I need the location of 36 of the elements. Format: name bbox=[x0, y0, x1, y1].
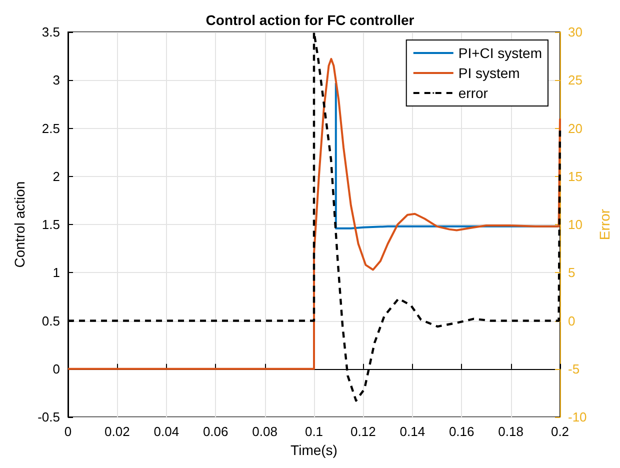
y2-tick-label: -10 bbox=[568, 410, 587, 424]
x-tick-label: 0.12 bbox=[350, 424, 376, 439]
y2-tick-label: -5 bbox=[568, 361, 580, 376]
y-tick-label: 2 bbox=[52, 168, 60, 184]
x-tick-label: 0.2 bbox=[550, 424, 570, 439]
y2-tick-label: 15 bbox=[568, 168, 582, 184]
y2-tick-label: 5 bbox=[568, 265, 576, 280]
y-tick-label: 3 bbox=[52, 72, 60, 88]
y2-tick-label: 20 bbox=[568, 120, 582, 136]
chart-title: Control action for FC controller bbox=[206, 12, 415, 28]
legend-label: PI system bbox=[458, 65, 520, 81]
y2-tick-label: 10 bbox=[568, 217, 582, 232]
x-tick-label: 0.18 bbox=[498, 424, 524, 439]
x-tick-label: 0 bbox=[64, 424, 72, 439]
y2-tick-label: 0 bbox=[568, 313, 576, 328]
x-tick-label: 0.06 bbox=[202, 424, 228, 439]
y-tick-label: 1 bbox=[52, 265, 60, 280]
y-tick-label: 2.5 bbox=[42, 120, 60, 136]
x-axis-title: Time(s) bbox=[290, 442, 338, 458]
legend-label: error bbox=[458, 85, 488, 101]
y-tick-label: 1.5 bbox=[42, 217, 60, 232]
x-tick-label: 0.1 bbox=[304, 424, 324, 439]
x-tick-label: 0.04 bbox=[154, 424, 180, 439]
x-tick-label: 0.02 bbox=[104, 424, 130, 439]
y2-tick-label: 30 bbox=[568, 24, 582, 40]
y-tick-label: 3.5 bbox=[42, 24, 60, 40]
x-tick-label: 0.16 bbox=[448, 424, 474, 439]
y-tick-label: 0 bbox=[52, 361, 60, 376]
legend-label: PI+CI system bbox=[458, 45, 542, 61]
y-tick-label: -0.5 bbox=[38, 410, 60, 424]
y-axis-title: Control action bbox=[12, 181, 28, 268]
y2-tick-label: 25 bbox=[568, 72, 582, 88]
y2-axis-title: Error bbox=[596, 208, 613, 240]
y-tick-label: 0.5 bbox=[42, 313, 60, 328]
x-tick-label: 0.14 bbox=[400, 424, 426, 439]
x-tick-label: 0.08 bbox=[252, 424, 278, 439]
